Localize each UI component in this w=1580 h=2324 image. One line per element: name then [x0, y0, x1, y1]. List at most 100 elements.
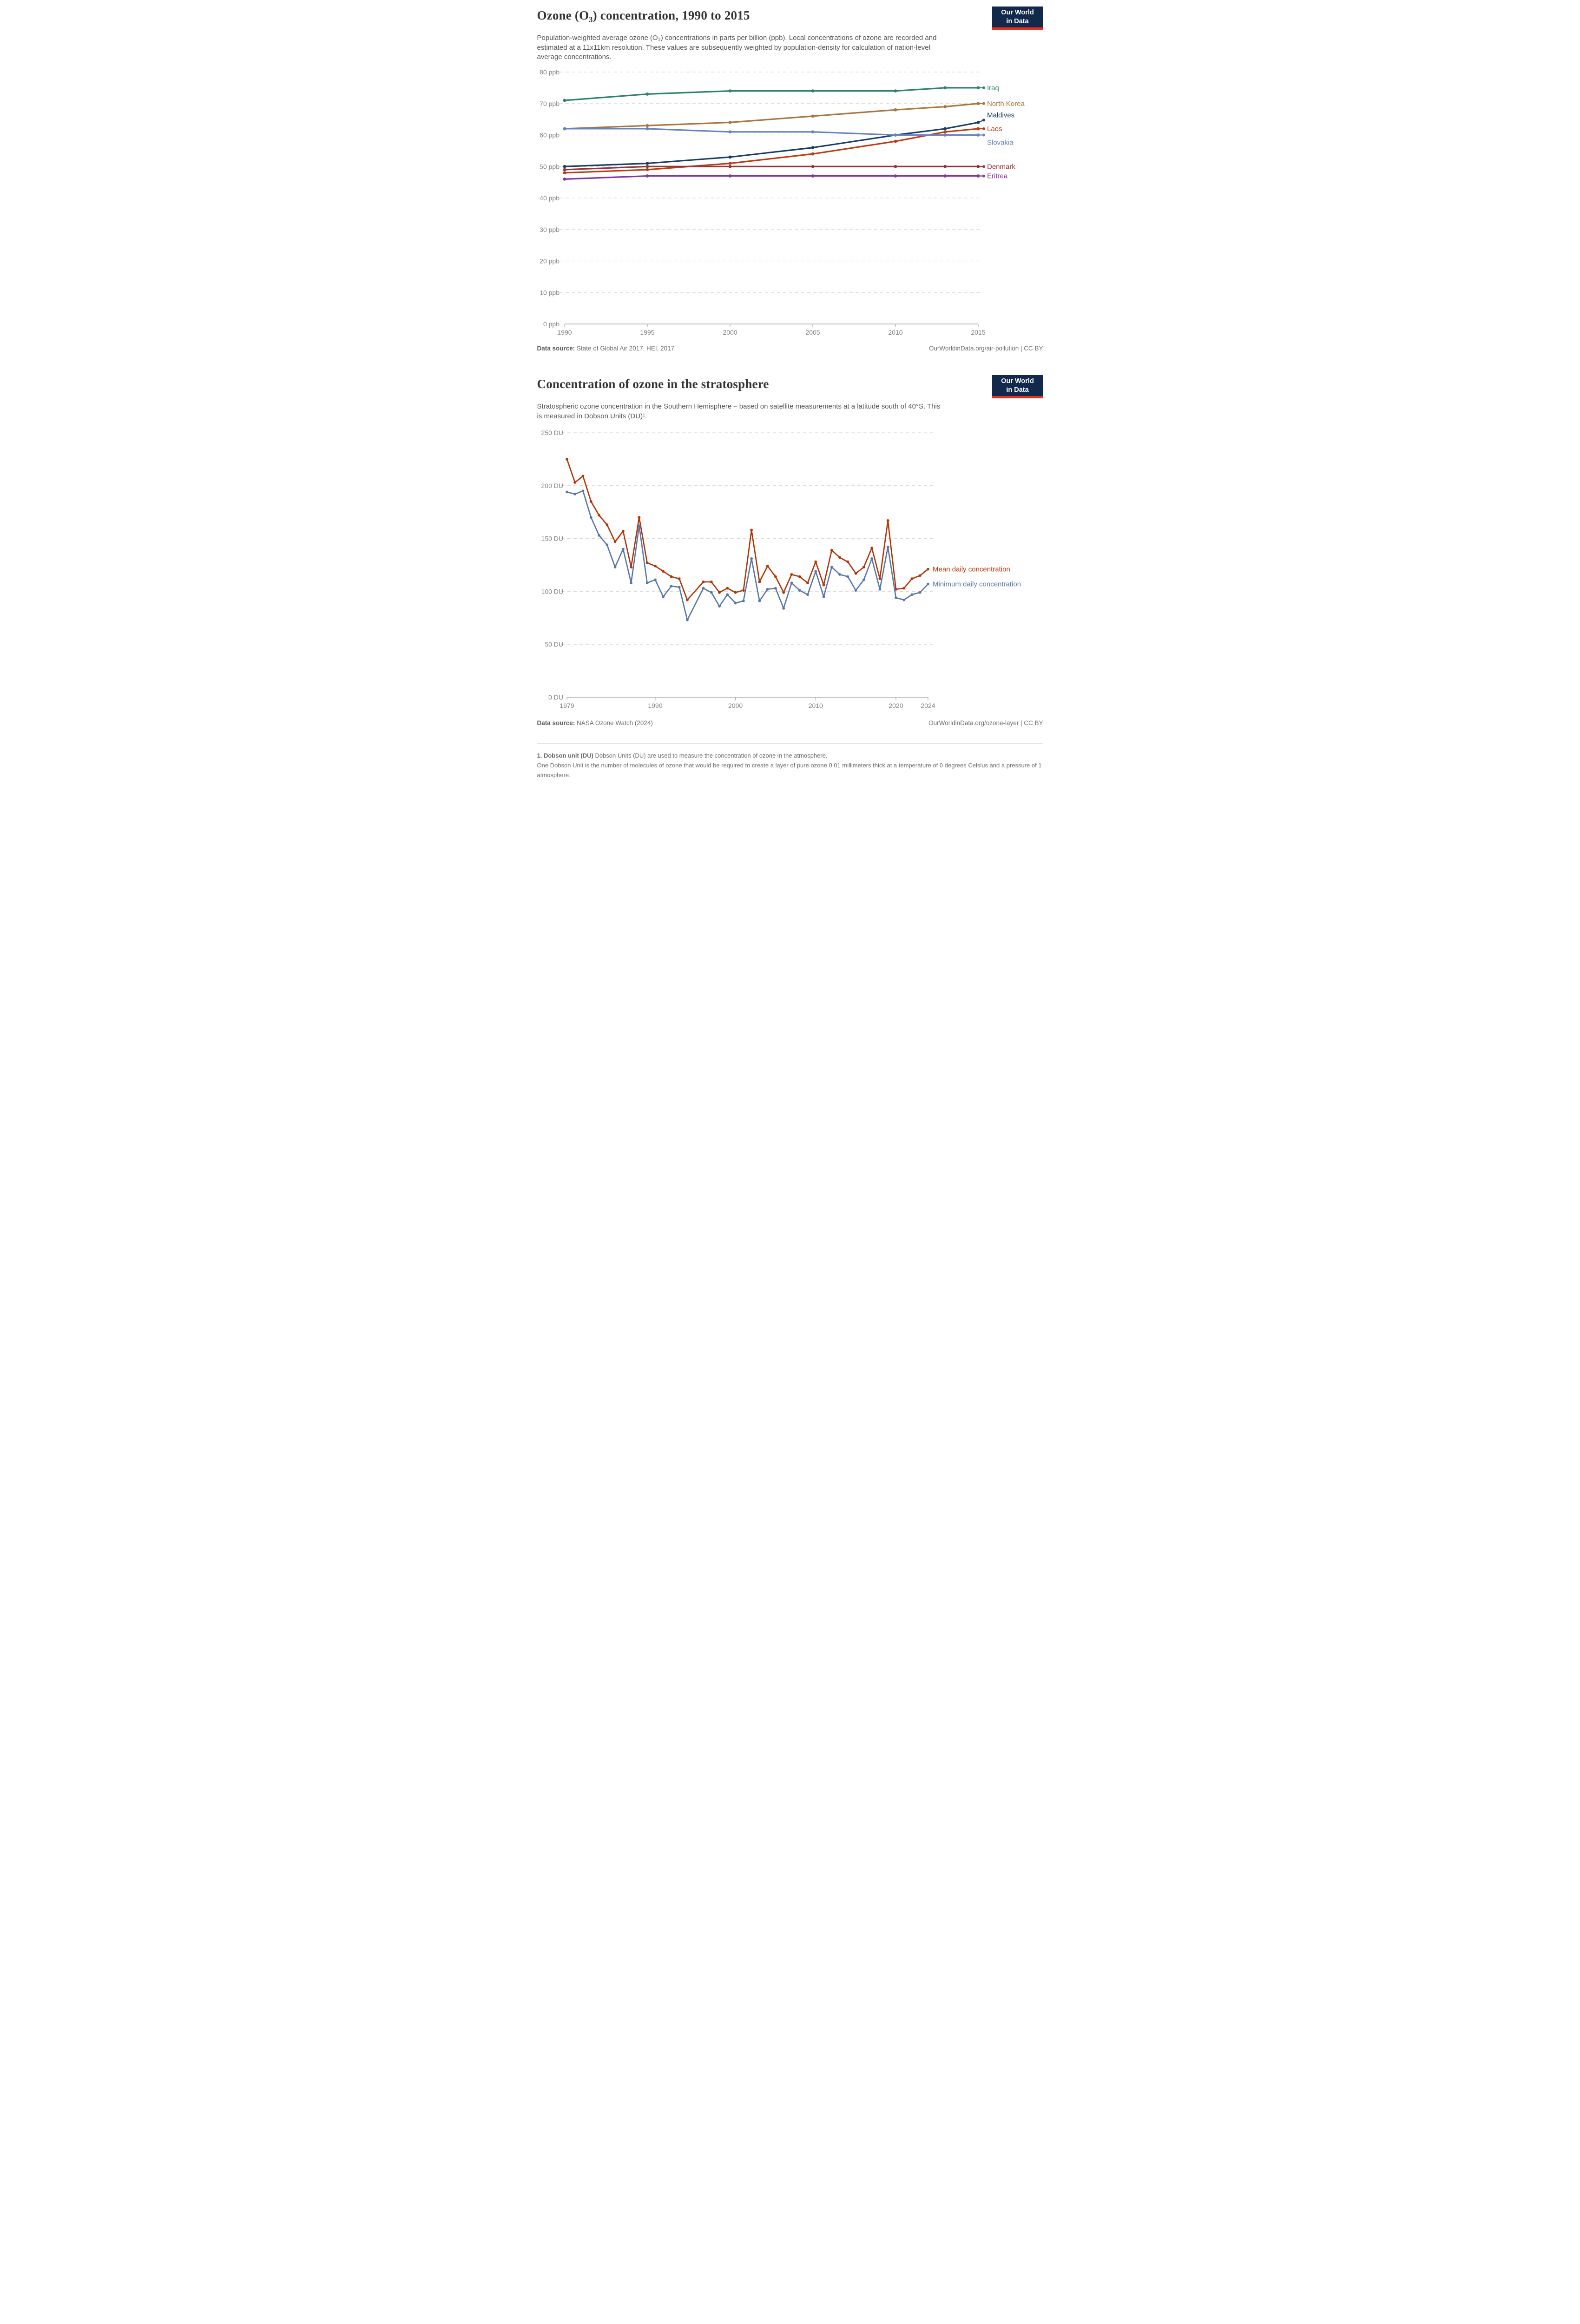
data-point	[814, 570, 817, 573]
data-point	[854, 572, 857, 575]
data-point	[728, 121, 731, 124]
owid-logo-2[interactable]: Our World in Data	[992, 375, 1043, 399]
series-line	[563, 165, 979, 171]
data-point	[589, 500, 592, 503]
data-point	[798, 575, 801, 578]
chart1-link[interactable]: OurWorldinData.org/air-pollution | CC BY	[928, 345, 1043, 352]
data-point	[886, 546, 889, 549]
chart2-link[interactable]: OurWorldinData.org/ozone-layer | CC BY	[928, 720, 1043, 727]
y-tick-label: 250 DU	[541, 429, 563, 436]
data-point	[854, 589, 857, 592]
y-tick-label: 100 DU	[541, 588, 563, 595]
ozone-ppb-line-chart: 0 ppb 10 ppb 20 ppb 30 ppb 40 ppb 50 ppb 60 pp…	[540, 68, 1025, 336]
data-point	[926, 583, 929, 586]
data-point	[645, 127, 649, 131]
data-point	[734, 601, 737, 605]
data-point	[565, 490, 568, 494]
data-point	[645, 162, 649, 165]
data-point	[581, 489, 584, 493]
data-point	[758, 581, 761, 584]
series-line	[563, 87, 979, 101]
data-point	[878, 588, 881, 591]
data-point	[943, 133, 947, 137]
data-point	[846, 561, 849, 564]
data-point	[943, 174, 947, 178]
data-point	[563, 168, 566, 172]
data-point	[862, 566, 865, 569]
data-point	[661, 595, 665, 599]
chart1-footer: Data source: State of Global Air 2017. H…	[537, 344, 1043, 357]
data-point	[790, 573, 793, 576]
data-point	[573, 481, 576, 484]
chart1-header: Ozone (O₃) concentration, 1990 to 2015 O…	[537, 7, 1043, 30]
data-point	[728, 155, 731, 159]
data-point	[943, 105, 947, 108]
y-tick-label: 0 DU	[548, 693, 563, 701]
series-line	[563, 103, 979, 130]
x-tick-label: 2015	[971, 329, 985, 336]
data-point	[782, 591, 785, 594]
stratosphere-ozone-line-chart: 0 DU 50 DU 100 DU 150 DU 200 DU 250 DU 1979 199…	[541, 429, 1021, 709]
series-legend-label: Minimum daily concentration	[933, 581, 1021, 588]
chart2-datasource-text: NASA Ozone Watch (2024)	[577, 720, 653, 727]
chart1-datasource: Data source: State of Global Air 2017. H…	[537, 345, 675, 352]
footnote-line1: Dobson Units (DU) are used to measure th…	[595, 752, 828, 759]
chart2-datasource: Data source: NASA Ozone Watch (2024)	[537, 720, 653, 726]
x-tick-label: 1990	[648, 702, 662, 709]
data-point	[838, 556, 841, 559]
data-point	[750, 557, 753, 561]
data-point	[943, 127, 947, 131]
data-point	[597, 534, 600, 537]
data-point	[702, 581, 704, 584]
y-tick-label: 50 ppb	[540, 163, 560, 170]
data-point	[589, 516, 592, 519]
data-point	[766, 565, 769, 568]
data-point	[811, 146, 814, 150]
data-point	[926, 568, 929, 571]
chart1-subtitle: Population-weighted average ozone (O₃) c…	[537, 34, 937, 61]
owid-logo[interactable]: Our World in Data	[992, 7, 1043, 30]
data-point	[629, 566, 632, 569]
x-tick-label: 2024	[921, 702, 935, 709]
data-point	[597, 514, 600, 517]
section-gap	[527, 357, 1053, 369]
series-line	[563, 175, 979, 180]
y-tick-label: 200 DU	[541, 482, 563, 489]
data-point	[814, 561, 817, 564]
data-point	[728, 162, 731, 165]
y-tick-label: 30 ppb	[540, 226, 560, 233]
data-point	[943, 130, 947, 134]
data-point	[645, 174, 649, 178]
footnote-line2: One Dobson Unit is the number of molecul…	[537, 762, 1042, 779]
data-point	[742, 589, 745, 592]
data-point	[653, 578, 657, 581]
data-point	[822, 584, 825, 587]
data-point	[910, 577, 913, 581]
y-tick-label: 80 ppb	[540, 68, 560, 76]
data-point	[605, 543, 608, 547]
x-tick-label: 1990	[557, 329, 572, 336]
data-point	[563, 99, 566, 102]
data-point	[661, 570, 665, 573]
data-point	[645, 92, 649, 96]
owid-logo2-line2: in Data	[1006, 386, 1029, 394]
y-tick-label: 50 DU	[545, 641, 563, 648]
data-point	[734, 591, 737, 594]
data-point	[943, 165, 947, 168]
series-legend-label: Slovakia	[987, 139, 1014, 147]
data-point	[811, 174, 814, 178]
data-point	[573, 493, 576, 496]
data-point	[750, 528, 753, 532]
data-point	[894, 596, 897, 600]
chart2-datasource-label: Data source:	[537, 720, 575, 727]
data-point	[718, 591, 721, 594]
data-point	[702, 587, 704, 590]
series-legend-label: Maldives	[987, 111, 1014, 119]
x-tick-label: 2000	[728, 702, 743, 709]
data-point	[838, 573, 841, 576]
y-tick-label: 150 DU	[541, 535, 563, 542]
data-point	[565, 458, 568, 461]
footnote-divider	[537, 743, 1043, 744]
y-tick-label: 60 ppb	[540, 132, 560, 139]
data-point	[894, 108, 897, 112]
